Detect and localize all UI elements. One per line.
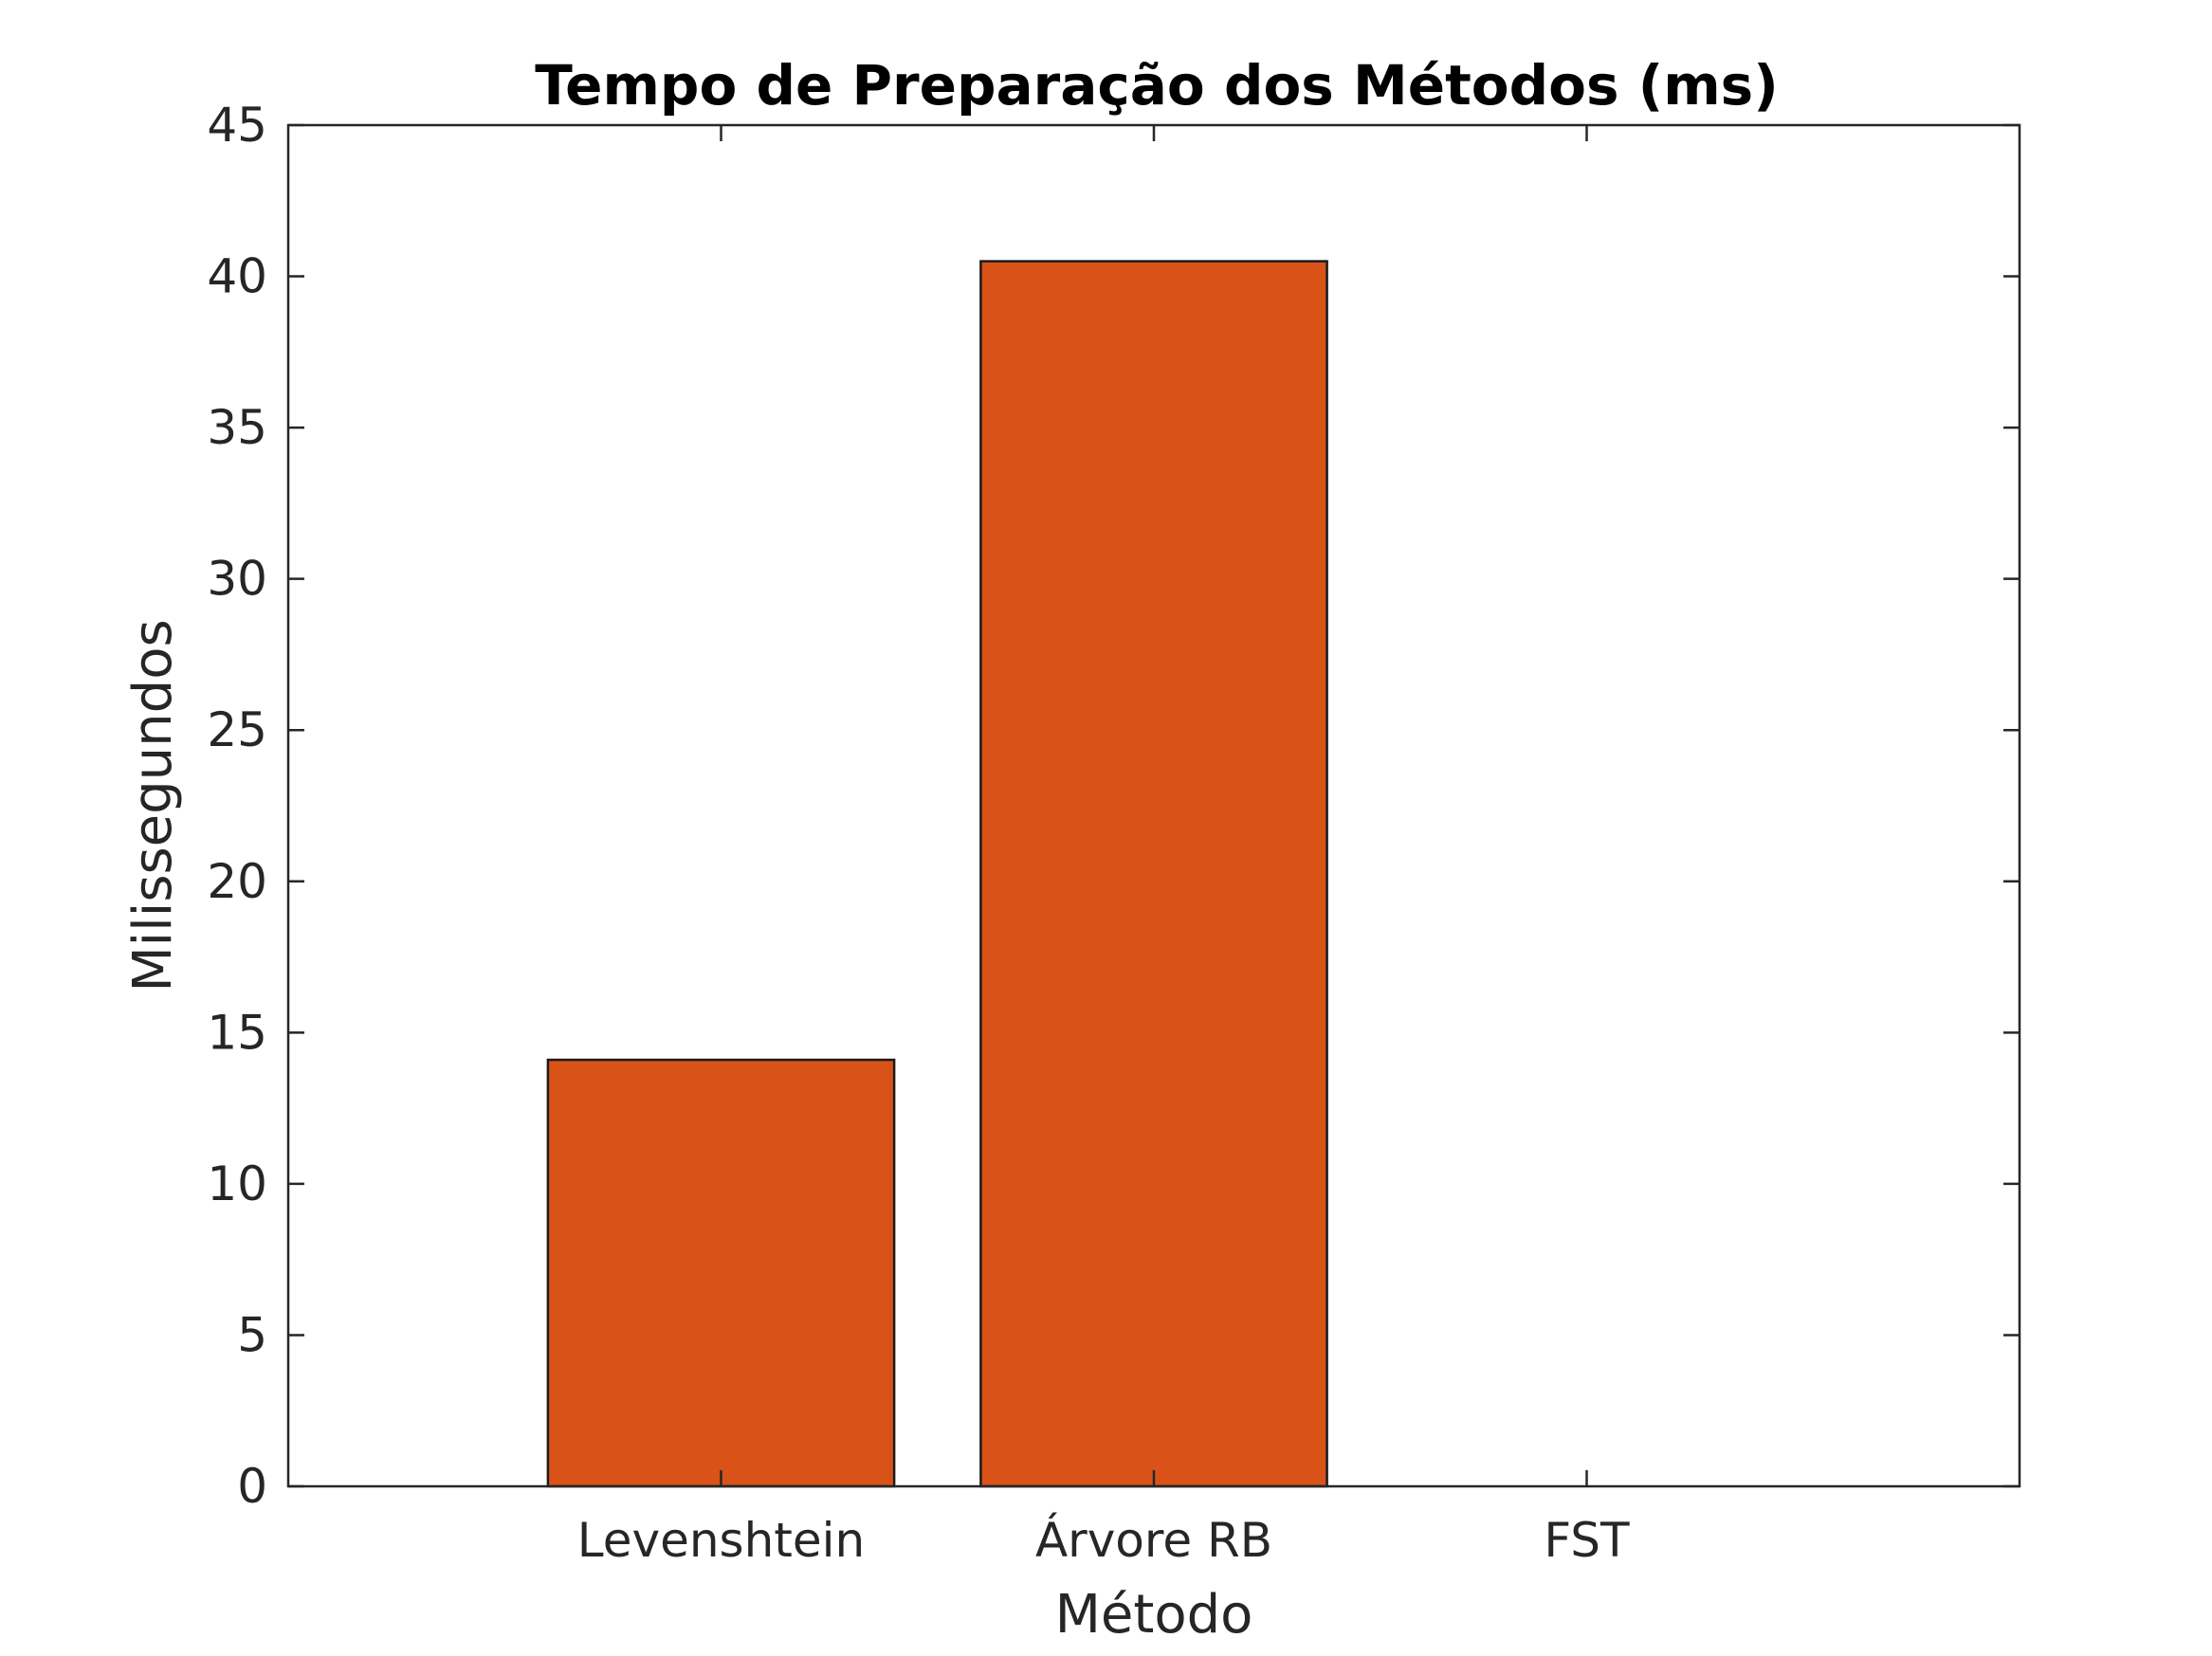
y-tick-label: 20 xyxy=(207,854,267,909)
y-tick-label: 25 xyxy=(207,702,267,757)
y-tick-label: 45 xyxy=(207,98,267,153)
bars-layer xyxy=(546,260,1328,1488)
x-tick-label: FST xyxy=(1544,1513,1630,1568)
ticks-layer: 0 5 10 15 20 25 30 35 40 45 Levenshtein Árvore RB FS… xyxy=(207,98,2020,1568)
bar--rvore-rb xyxy=(979,260,1328,1488)
y-tick-label: 30 xyxy=(207,552,267,607)
y-tick-label: 15 xyxy=(207,1005,267,1060)
y-axis-label: Milissegundos xyxy=(122,619,184,992)
y-tick-label: 40 xyxy=(207,249,267,304)
y-tick-label: 0 xyxy=(237,1459,267,1514)
y-tick-label: 35 xyxy=(207,400,267,455)
y-tick-label: 10 xyxy=(207,1156,267,1211)
x-axis-label: Método xyxy=(1055,1584,1253,1646)
chart-title: Tempo de Preparação dos Métodos (ms) xyxy=(535,53,1778,118)
bar-levenshtein xyxy=(546,1058,896,1488)
x-tick-label: Levenshtein xyxy=(577,1513,865,1568)
x-tick-label: Árvore RB xyxy=(1035,1512,1272,1568)
y-tick-label: 5 xyxy=(237,1307,267,1362)
